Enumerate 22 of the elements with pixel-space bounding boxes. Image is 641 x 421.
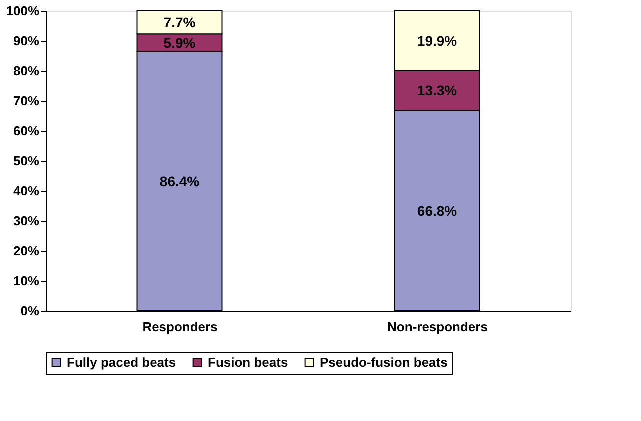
text: 86.4% <box>160 173 200 190</box>
y-tick-label: 50% <box>13 154 40 168</box>
legend-label: Fully paced beats <box>67 354 176 370</box>
y-tick-label: 90% <box>13 34 40 48</box>
y-tick-label: 20% <box>13 244 40 258</box>
y-tick-label: 30% <box>13 214 40 228</box>
y-tick-label: 80% <box>13 64 40 78</box>
text: 13.3% <box>417 82 458 99</box>
y-tick-label: 0% <box>20 304 40 318</box>
x-tick-label: Responders <box>142 320 218 334</box>
text: 19.9% <box>417 32 458 49</box>
y-tick-label: 10% <box>13 274 40 288</box>
y-tick-label: 100% <box>6 4 40 18</box>
legend-label: Pseudo-fusion beats <box>320 354 448 370</box>
y-tick-label: 70% <box>13 94 40 108</box>
x-tick-label: Non-responders <box>388 320 488 334</box>
text: 7.7% <box>164 14 196 31</box>
y-tick-label: 40% <box>13 184 40 198</box>
text: 5.9% <box>164 34 196 51</box>
legend-label: Fusion beats <box>208 354 288 370</box>
y-tick-label: 60% <box>13 124 40 138</box>
text: 66.8% <box>417 202 458 219</box>
